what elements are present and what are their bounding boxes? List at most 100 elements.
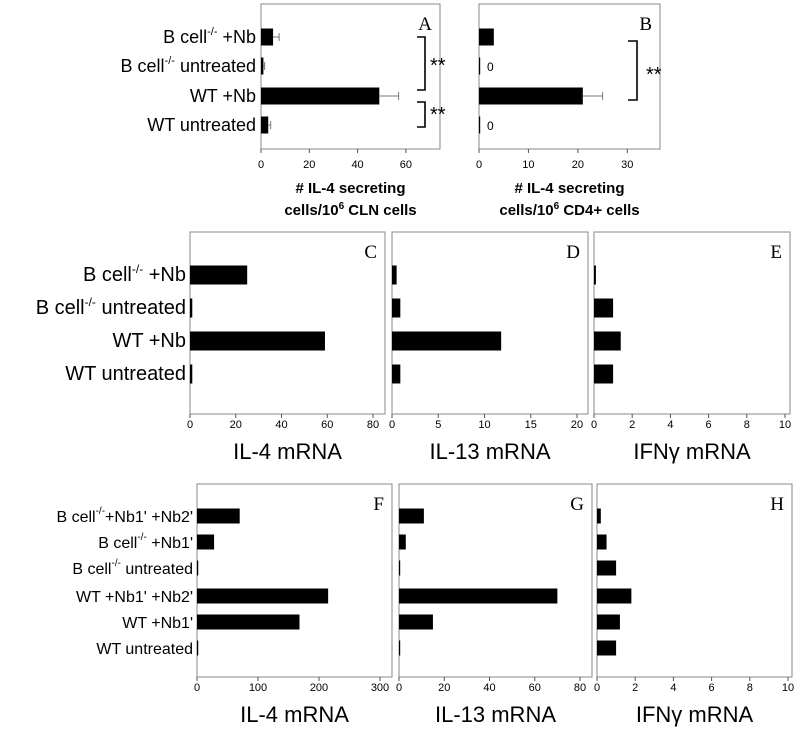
bar xyxy=(399,640,401,656)
panel-frame xyxy=(391,231,589,415)
bar xyxy=(597,588,632,604)
bar xyxy=(190,265,248,285)
x-axis-label-line2: cells/106 CD4+ cells xyxy=(499,201,639,219)
x-tick-label: 60 xyxy=(321,419,333,431)
row-label: B cell-/- +Nb xyxy=(83,262,186,286)
panel-b: B 0 0 0 10 20 30 # IL-4 secreting cells/106 CD4+… xyxy=(476,3,662,219)
panel-letter: D xyxy=(566,242,580,263)
x-axis-label: IL-4 mRNA xyxy=(240,702,349,727)
row-label: WT +Nb xyxy=(190,86,256,106)
x-tick-label: 0 xyxy=(194,682,200,694)
x-tick-label: 10 xyxy=(478,419,490,431)
row-label: WT untreated xyxy=(147,115,256,135)
panel-letter: H xyxy=(770,494,784,515)
x-tick-label: 2 xyxy=(632,682,638,694)
x-tick-label: 40 xyxy=(275,419,287,431)
x-tick-label: 0 xyxy=(396,682,402,694)
bar xyxy=(197,508,240,524)
x-tick-label: 6 xyxy=(709,682,715,694)
bar xyxy=(479,87,583,105)
zero-label: 0 xyxy=(487,119,494,133)
x-tick-label: 40 xyxy=(351,159,363,171)
bar xyxy=(261,116,269,134)
bar xyxy=(197,614,300,630)
bar xyxy=(197,588,329,604)
bar xyxy=(479,28,494,46)
bar xyxy=(597,534,607,550)
bar xyxy=(197,640,199,656)
x-tick-label: 15 xyxy=(525,419,537,431)
x-tick-label: 0 xyxy=(187,419,193,431)
significance-bracket xyxy=(628,40,638,101)
significance-mark: ** xyxy=(430,55,446,77)
bar xyxy=(392,331,502,351)
x-axis-label: IL-13 mRNA xyxy=(435,702,556,727)
bar xyxy=(594,364,614,384)
x-tick-label: 20 xyxy=(571,419,583,431)
x-tick-label: 10 xyxy=(782,682,794,694)
panel-letter: A xyxy=(418,14,432,35)
bar xyxy=(597,640,617,656)
panel-frame xyxy=(196,483,393,678)
x-axis-label: IL-13 mRNA xyxy=(429,439,550,464)
bar xyxy=(594,265,596,285)
x-tick-label: 20 xyxy=(572,159,584,171)
panel-frame xyxy=(189,231,386,415)
x-tick-label: 0 xyxy=(594,682,600,694)
row-label: B cell-/- +Nb xyxy=(163,26,256,47)
bar xyxy=(594,298,614,318)
row-label: B cell-/- +Nb1' xyxy=(98,532,193,552)
x-tick-label: 5 xyxy=(435,419,441,431)
bar xyxy=(399,534,406,550)
bar xyxy=(261,57,264,75)
panel-letter: C xyxy=(364,242,377,263)
x-tick-label: 0 xyxy=(476,159,482,171)
bar xyxy=(479,57,481,75)
panel-frame xyxy=(260,3,441,150)
panel-d: D 0 5 10 15 20 IL-13 mRNA xyxy=(389,231,589,464)
x-tick-label: 0 xyxy=(258,159,264,171)
bar xyxy=(261,28,274,46)
x-tick-label: 10 xyxy=(779,419,791,431)
x-tick-label: 6 xyxy=(706,419,712,431)
bar xyxy=(597,614,620,630)
bar xyxy=(597,508,601,524)
bar xyxy=(479,116,481,134)
x-tick-label: 80 xyxy=(574,682,586,694)
x-tick-label: 8 xyxy=(744,419,750,431)
bar xyxy=(597,560,617,576)
row-label: WT untreated xyxy=(65,363,186,385)
panel-letter: E xyxy=(770,242,782,263)
x-tick-label: 10 xyxy=(522,159,534,171)
panel-a: A 0 20 40 60 # IL-4 secreting cells/106 CLN ce… xyxy=(258,3,446,219)
bar xyxy=(190,364,193,384)
x-tick-label: 60 xyxy=(529,682,541,694)
x-tick-label: 20 xyxy=(438,682,450,694)
x-tick-label: 300 xyxy=(371,682,389,694)
x-tick-label: 40 xyxy=(483,682,495,694)
bar xyxy=(392,298,401,318)
panel-letter: G xyxy=(570,494,584,515)
x-tick-label: 200 xyxy=(310,682,328,694)
zero-label: 0 xyxy=(487,60,494,74)
x-tick-label: 20 xyxy=(303,159,315,171)
x-tick-label: 100 xyxy=(249,682,267,694)
panel-frame xyxy=(478,3,661,150)
panel-g: G 0 20 40 60 80 IL-13 mRNA xyxy=(396,483,593,727)
x-axis-label: IL-4 mRNA xyxy=(233,439,342,464)
panel-h: H 0 2 4 6 8 10 IFNγ mRNA xyxy=(594,483,794,727)
panel-e: E 0 2 4 6 8 10 IFNγ mRNA xyxy=(591,231,791,464)
x-axis-label: IFNγ mRNA xyxy=(633,439,751,464)
significance-bracket xyxy=(417,36,426,91)
x-tick-label: 4 xyxy=(670,682,676,694)
bar xyxy=(399,508,424,524)
panel-c: C 0 20 40 60 80 IL-4 mRNA xyxy=(187,231,386,464)
row-label: WT +Nb1' xyxy=(122,615,193,632)
row-labels: B cell-/- +Nb B cell-/- untreated WT +Nb WT… xyxy=(36,26,256,658)
panel-frame xyxy=(398,483,593,678)
x-tick-label: 20 xyxy=(230,419,242,431)
row-label: WT untreated xyxy=(96,641,193,658)
x-tick-label: 4 xyxy=(667,419,673,431)
significance-mark: ** xyxy=(646,64,662,86)
